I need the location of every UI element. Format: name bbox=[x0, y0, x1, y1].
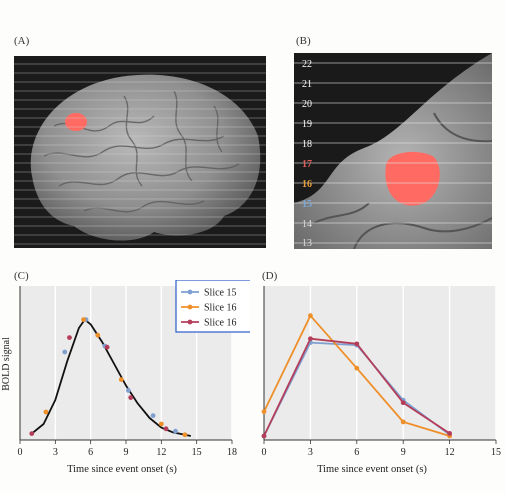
data-point-series-1 bbox=[158, 421, 164, 427]
slice-number-19: 19 bbox=[302, 119, 312, 130]
slice-number-20: 20 bbox=[302, 99, 312, 110]
panel-label-c: (C) bbox=[14, 270, 29, 282]
x-tick-label: 12 bbox=[445, 447, 455, 458]
series-point-2 bbox=[308, 336, 313, 342]
panel-a-brain-image bbox=[14, 56, 266, 248]
series-point-1 bbox=[308, 313, 313, 319]
slice-number-15: 15 bbox=[302, 199, 312, 210]
x-tick-label: 9 bbox=[401, 447, 406, 458]
slice-lines-a bbox=[14, 63, 266, 245]
legend-marker-0 bbox=[187, 289, 193, 295]
chart-d: 0 3 6 9 12 15 Time since event onset (s) bbox=[261, 286, 501, 475]
data-point-series-2 bbox=[29, 431, 35, 436]
slice-number-22: 22 bbox=[302, 59, 312, 70]
x-tick-label: 18 bbox=[227, 447, 237, 458]
data-point-series-2 bbox=[163, 426, 169, 432]
slice-number-21: 21 bbox=[302, 79, 312, 90]
x-tick-label: 15 bbox=[192, 447, 202, 458]
chart-d-grid bbox=[309, 286, 497, 440]
legend-marker-1 bbox=[187, 304, 193, 310]
x-tick-label: 3 bbox=[308, 447, 313, 458]
series-point-1 bbox=[261, 409, 267, 415]
legend-label-0: Slice 15 bbox=[204, 288, 237, 299]
data-point-series-1 bbox=[118, 377, 124, 382]
chart-d-ticks: 0 3 6 9 12 15 bbox=[262, 440, 501, 458]
chart-d-series bbox=[261, 313, 452, 439]
chart-d-xlabel: Time since event onset (s) bbox=[317, 464, 427, 475]
slice-number-16: 16 bbox=[302, 179, 312, 190]
chart-c-ticks: 0 3 6 9 12 15 18 bbox=[18, 440, 237, 458]
legend-label-1: Slice 16 bbox=[204, 303, 237, 314]
legend-marker-2 bbox=[187, 319, 193, 325]
panel-label-d: (D) bbox=[262, 270, 278, 282]
x-tick-label: 15 bbox=[491, 447, 501, 458]
series-point-2 bbox=[354, 341, 360, 347]
x-tick-label: 0 bbox=[262, 447, 267, 458]
chart-c-points bbox=[29, 317, 188, 438]
chart-c-ylabel: BOLD signal bbox=[1, 337, 12, 391]
data-point-series-0 bbox=[62, 349, 68, 355]
panel-b-zoom-image: 22 21 20 19 18 17 16 15 14 13 bbox=[294, 53, 492, 249]
legend-label-2: Slice 16 bbox=[204, 318, 237, 329]
data-point-series-2 bbox=[67, 335, 72, 340]
x-tick-label: 3 bbox=[53, 447, 58, 458]
chart-d-axes bbox=[263, 286, 496, 441]
data-point-series-1 bbox=[182, 432, 188, 438]
series-point-2 bbox=[447, 431, 452, 436]
series-point-1 bbox=[400, 419, 406, 425]
data-point-series-2 bbox=[104, 344, 110, 350]
activation-spot-b bbox=[385, 151, 440, 206]
x-tick-label: 0 bbox=[18, 447, 23, 458]
slice-number-18: 18 bbox=[302, 139, 312, 150]
slice-number-13: 13 bbox=[302, 238, 312, 249]
data-point-series-0 bbox=[150, 413, 156, 418]
series-point-2 bbox=[400, 400, 406, 406]
series-point-2 bbox=[261, 433, 267, 439]
slice-number-17: 17 bbox=[302, 159, 312, 170]
activation-spot-a bbox=[65, 113, 87, 131]
chart-c-legend: Slice 15 Slice 16 Slice 16 bbox=[175, 280, 250, 333]
chart-c: 0 3 6 9 12 15 18 Time since event onset (s) BO… bbox=[1, 280, 250, 475]
data-point-series-1 bbox=[81, 317, 86, 322]
panel-label-a: (A) bbox=[14, 35, 30, 47]
data-point-series-0 bbox=[173, 428, 178, 434]
x-tick-label: 6 bbox=[88, 447, 93, 458]
panel-label-b: (B) bbox=[296, 35, 311, 47]
slice-lines-b bbox=[294, 62, 492, 244]
slice-number-14: 14 bbox=[302, 219, 312, 230]
series-point-1 bbox=[354, 365, 360, 371]
data-point-series-1 bbox=[43, 409, 49, 415]
data-point-series-0 bbox=[125, 388, 131, 393]
chart-c-xlabel: Time since event onset (s) bbox=[67, 464, 177, 475]
data-point-series-1 bbox=[95, 332, 101, 338]
data-point-series-2 bbox=[128, 395, 134, 400]
chart-d-plot-area bbox=[264, 286, 496, 440]
x-tick-label: 6 bbox=[354, 447, 359, 458]
x-tick-label: 9 bbox=[124, 447, 129, 458]
x-tick-label: 12 bbox=[156, 447, 166, 458]
